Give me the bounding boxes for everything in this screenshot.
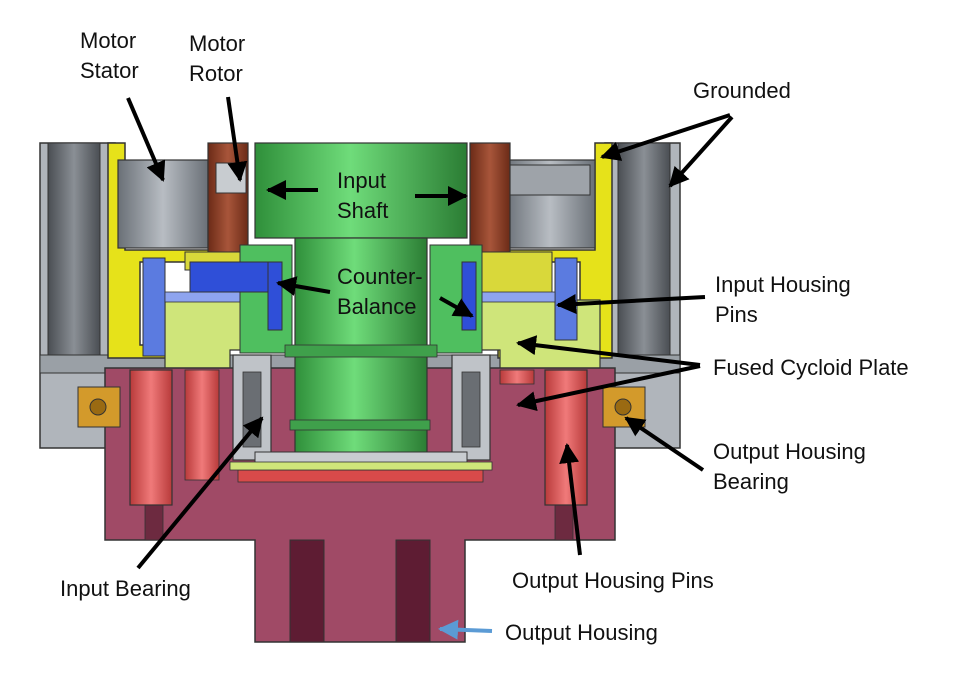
arrow-input-bearing <box>136 416 264 570</box>
label-input-bearing: Input Bearing <box>60 574 191 604</box>
label-input-shaft-line2: Shaft <box>337 198 389 223</box>
label-input-housing-pins-line1: Input Housing <box>715 272 851 297</box>
leader-arrows <box>126 96 734 570</box>
input-shaft <box>229 142 493 471</box>
arrow-input-housing-pins <box>556 294 706 315</box>
label-output-housing-bearing-line1: Output Housing <box>713 439 866 464</box>
arrow-grounded-1 <box>600 113 731 161</box>
label-output-housing-bearing-line2: Bearing <box>713 469 789 494</box>
label-output-housing: Output Housing <box>505 618 658 648</box>
label-input-bearing-text: Input Bearing <box>60 576 191 601</box>
label-grounded-text: Grounded <box>693 78 791 103</box>
label-input-shaft-line1: Input <box>337 168 386 193</box>
label-output-housing-bearing: Output Housing Bearing <box>713 437 866 497</box>
label-input-shaft: Input Shaft <box>337 166 388 226</box>
label-motor-rotor-line2: Rotor <box>189 61 243 86</box>
label-output-housing-text: Output Housing <box>505 620 658 645</box>
arrow-fused-cycloid-2 <box>516 364 701 412</box>
label-motor-stator-line2: Stator <box>80 58 139 83</box>
label-output-housing-pins: Output Housing Pins <box>512 566 714 596</box>
label-motor-rotor: Motor Rotor <box>189 29 245 89</box>
arrow-motor-stator <box>126 97 166 182</box>
arrow-output-housing-pins <box>559 443 582 556</box>
label-motor-stator: Motor Stator <box>80 26 139 86</box>
label-input-housing-pins: Input Housing Pins <box>715 270 851 330</box>
label-counter-balance-line1: Counter- <box>337 264 423 289</box>
arrow-motor-rotor <box>226 96 248 182</box>
label-motor-stator-line1: Motor <box>80 28 137 53</box>
arrow-output-housing <box>438 619 493 640</box>
label-output-housing-pins-text: Output Housing Pins <box>512 568 714 593</box>
label-counter-balance: Counter- Balance <box>337 262 423 322</box>
arrow-fused-cycloid-1 <box>516 335 701 367</box>
arrow-output-housing-bearing <box>624 416 705 472</box>
output-housing-bearing <box>77 386 646 428</box>
arrow-counter-balance-right <box>439 296 474 318</box>
label-motor-rotor-line1: Motor <box>189 31 246 56</box>
label-counter-balance-line2: Balance <box>337 294 417 319</box>
label-fused-cycloid-plate: Fused Cycloid Plate <box>713 353 909 383</box>
label-input-housing-pins-line2: Pins <box>715 302 758 327</box>
label-grounded: Grounded <box>693 76 791 106</box>
arrow-counter-balance-left <box>276 276 331 296</box>
input-bearing <box>232 354 491 461</box>
label-fused-cycloid-plate-text: Fused Cycloid Plate <box>713 355 909 380</box>
arrow-grounded-2 <box>668 115 734 188</box>
